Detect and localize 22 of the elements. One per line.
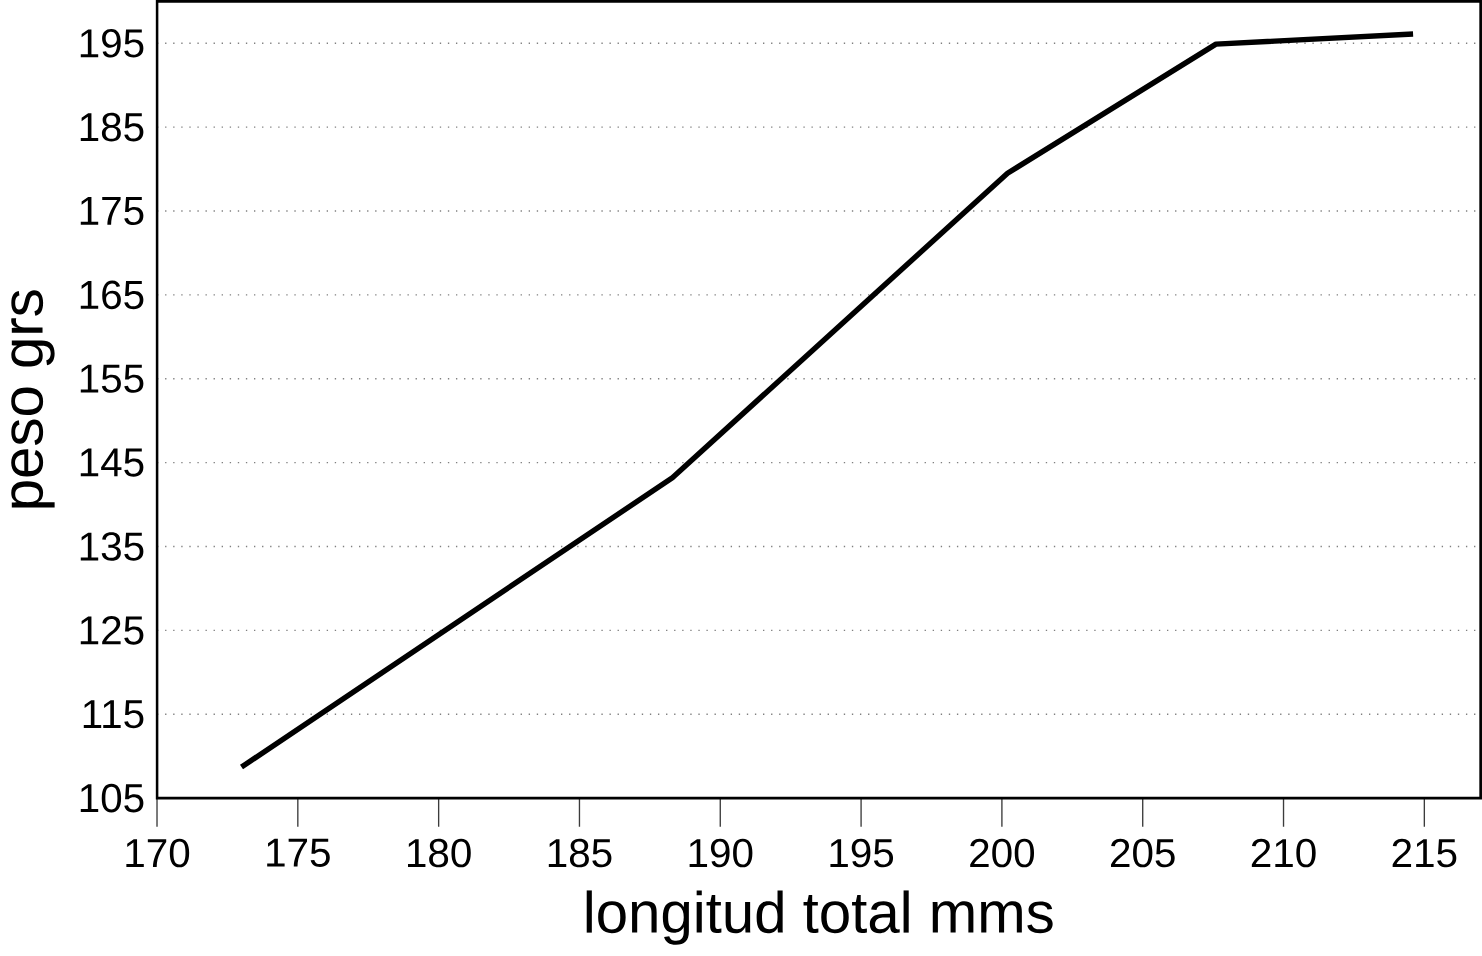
y-tick-label: 135 xyxy=(80,532,144,561)
y-tick-label: 115 xyxy=(83,700,144,729)
x-tick-label: 200 xyxy=(970,838,1035,868)
y-tick-label: 125 xyxy=(80,616,144,645)
y-tick-label: 155 xyxy=(80,364,144,393)
y-axis-title: peso grs xyxy=(11,290,55,508)
y-tick-label: 185 xyxy=(80,112,144,142)
x-tick-label: 185 xyxy=(548,838,612,868)
x-tick-label: 190 xyxy=(689,838,753,868)
x-tick-label: 180 xyxy=(408,838,471,868)
x-axis-title: longitud total mms xyxy=(586,890,1053,945)
x-tick-label: 175 xyxy=(267,838,330,867)
x-tick-label: 195 xyxy=(830,838,894,868)
x-tick-label: 210 xyxy=(1251,838,1316,868)
x-tick-label: 215 xyxy=(1392,838,1457,868)
x-tick-label: 170 xyxy=(126,838,190,868)
y-tick-label: 175 xyxy=(80,196,144,226)
y-tick-label: 105 xyxy=(80,783,144,813)
y-tick-label: 145 xyxy=(80,448,144,477)
y-tick-label: 165 xyxy=(80,280,144,310)
x-tick-label: 205 xyxy=(1111,838,1175,868)
y-tick-label: 195 xyxy=(80,29,144,58)
